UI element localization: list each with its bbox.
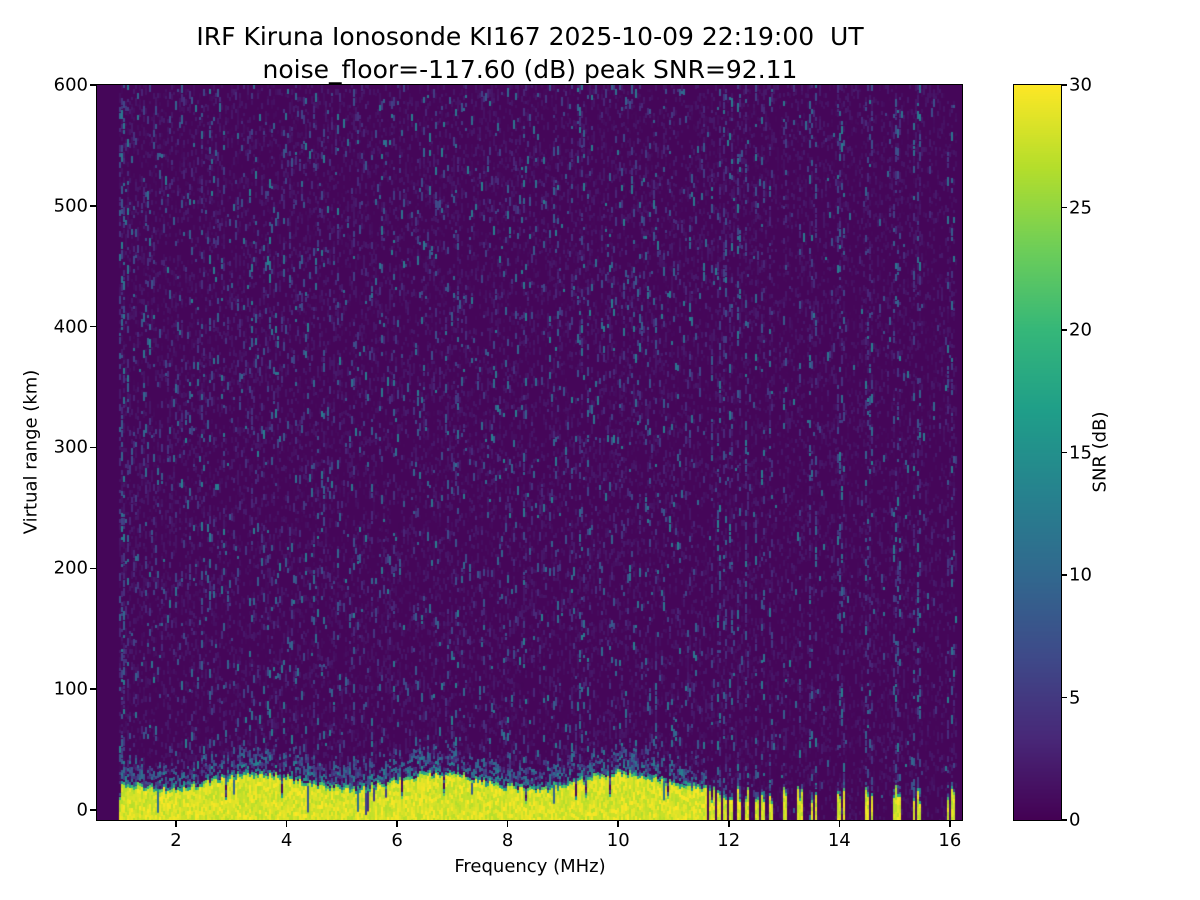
x-tick-label-8: 8: [501, 830, 514, 851]
cbar-tick-label-15: 15: [1069, 442, 1092, 463]
y-tick-100: [90, 688, 96, 690]
y-tick-label-600: 600: [53, 74, 88, 96]
cbar-tick-25: [1062, 206, 1067, 209]
cbar-tick-label-30: 30: [1069, 74, 1092, 96]
x-tick-12: [728, 821, 730, 827]
x-tick-label-16: 16: [938, 830, 962, 851]
colorbar-label: SNR (dB): [1089, 411, 1111, 493]
y-tick-label-100: 100: [53, 678, 88, 700]
x-tick-8: [506, 821, 509, 827]
x-tick-16: [949, 821, 951, 827]
cbar-tick-label-25: 25: [1069, 197, 1092, 218]
chart-title-line1: IRF Kiruna Ionosonde KI167 2025-10-09 22…: [196, 22, 864, 51]
cbar-tick-15: [1062, 451, 1067, 454]
ionogram-canvas: [97, 85, 962, 820]
y-tick-400: [90, 325, 96, 328]
cbar-tick-5: [1062, 696, 1067, 699]
y-tick-label-0: 0: [76, 799, 88, 821]
colorbar: [1013, 84, 1062, 821]
x-tick-2: [175, 821, 177, 827]
x-tick-label-10: 10: [606, 830, 630, 851]
y-tick-500: [90, 205, 96, 207]
cbar-tick-label-20: 20: [1069, 319, 1092, 341]
cbar-tick-10: [1062, 574, 1067, 576]
x-tick-label-4: 4: [280, 830, 293, 851]
x-tick-4: [285, 821, 288, 827]
y-tick-600: [90, 84, 96, 86]
plot-area: [96, 84, 963, 821]
y-tick-200: [90, 567, 96, 570]
colorbar-canvas: [1014, 85, 1061, 820]
x-axis-label: Frequency (MHz): [454, 856, 606, 877]
cbar-tick-0: [1062, 819, 1067, 821]
y-tick-label-200: 200: [53, 557, 88, 579]
x-tick-label-14: 14: [827, 830, 851, 851]
chart-title-line2: noise_floor=-117.60 (dB) peak SNR=92.11: [262, 55, 798, 84]
x-tick-10: [617, 821, 619, 827]
chart-title: IRF Kiruna Ionosonde KI167 2025-10-09 22…: [97, 20, 963, 86]
cbar-tick-label-0: 0: [1069, 809, 1081, 831]
y-tick-label-300: 300: [53, 436, 88, 458]
x-tick-label-6: 6: [391, 830, 403, 851]
y-tick-300: [90, 446, 96, 449]
x-tick-6: [396, 821, 398, 827]
x-tick-14: [838, 821, 841, 827]
cbar-tick-label-10: 10: [1069, 564, 1092, 586]
cbar-tick-20: [1062, 329, 1067, 331]
x-tick-label-2: 2: [170, 830, 182, 851]
y-tick-0: [90, 809, 96, 811]
y-tick-label-400: 400: [53, 316, 88, 338]
cbar-tick-label-5: 5: [1069, 687, 1081, 708]
cbar-tick-30: [1062, 84, 1067, 86]
x-tick-label-12: 12: [717, 830, 741, 851]
y-tick-label-500: 500: [53, 195, 88, 217]
